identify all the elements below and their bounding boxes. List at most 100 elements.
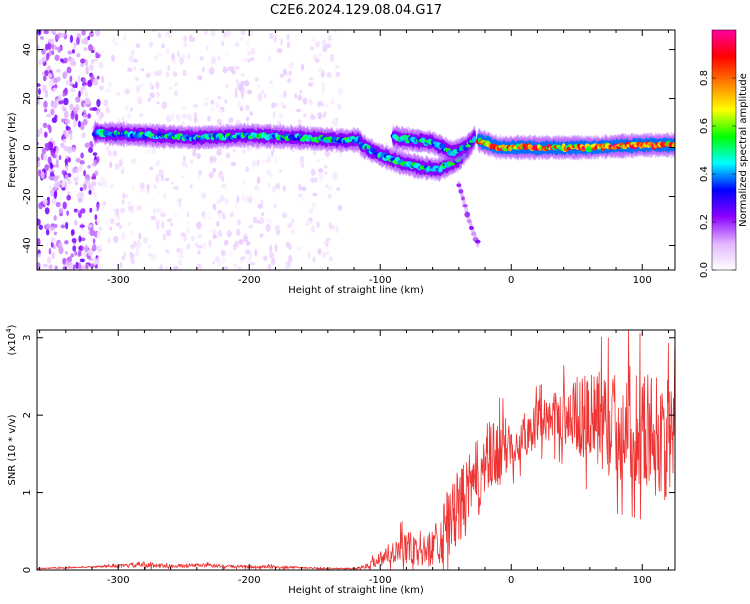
- spectrogram-noise-cell: [265, 223, 271, 232]
- spectrogram-noise-cell: [80, 208, 86, 214]
- spectrogram-noise-cell: [79, 224, 85, 228]
- spectrogram-noise-cell: [311, 201, 317, 208]
- spectrogram-noise-cell: [81, 38, 85, 45]
- spectrogram-noise-cell: [156, 224, 160, 230]
- spectrogram-noise-cell: [84, 58, 88, 67]
- spectrogram-noise-cell: [272, 185, 276, 194]
- spectrogram-noise-cell: [99, 85, 105, 91]
- spectrogram-noise-cell: [58, 246, 64, 255]
- spectrogram-noise-cell: [60, 118, 67, 123]
- spectrogram-noise-cell: [100, 175, 105, 182]
- spectrogram-noise-cell: [164, 266, 170, 270]
- snr-marks: [37, 330, 675, 570]
- spectrogram-noise-cell: [38, 169, 42, 177]
- spectrogram-noise-cell: [204, 30, 208, 36]
- spectrogram-noise-cell: [63, 97, 69, 106]
- spectrogram-noise-cell: [183, 35, 188, 43]
- spectrogram-noise-cell: [266, 169, 271, 176]
- spectrogram-noise-cell: [298, 183, 302, 192]
- spectrogram-noise-cell: [324, 239, 329, 245]
- spectrogram-noise-cell: [60, 224, 66, 229]
- spectrogram-noise-cell: [196, 152, 201, 159]
- spectrogram-noise-cell: [208, 67, 215, 75]
- spectrogram-noise-cell: [148, 41, 154, 48]
- spectrogram-band-core: [468, 226, 474, 230]
- spectrogram-noise-cell: [61, 169, 66, 176]
- colorbar-tick-label: 0.0: [699, 262, 710, 278]
- spectrogram-noise-cell: [96, 98, 101, 108]
- spectrogram-noise-cell: [135, 250, 140, 257]
- spectrogram-noise-cell: [172, 70, 176, 77]
- spectrogram-noise-cell: [285, 263, 290, 270]
- spectrogram-noise-cell: [46, 256, 52, 264]
- y-tick-label: 0: [22, 567, 33, 573]
- spectrogram-noise-cell: [271, 102, 276, 109]
- spectrogram-noise-cell: [189, 34, 193, 42]
- spectrogram-noise-cell: [53, 231, 58, 236]
- spectrogram-noise-cell: [320, 70, 326, 78]
- spectrogram-noise-cell: [56, 76, 61, 82]
- spectrogram-noise-cell: [248, 251, 252, 259]
- spectrogram-noise-cell: [225, 50, 229, 56]
- spectrogram-noise-cell: [225, 84, 229, 89]
- spectrogram-noise-cell: [65, 164, 69, 172]
- spectrogram-noise-cell: [149, 166, 154, 171]
- spectrogram-noise-cell: [69, 133, 73, 141]
- spectrogram-noise-cell: [52, 100, 58, 109]
- spectrogram-noise-cell: [197, 244, 203, 249]
- spectrogram-noise-cell: [217, 171, 223, 180]
- spectrogram-noise-cell: [337, 87, 344, 96]
- spectrogram-noise-cell: [105, 106, 110, 114]
- spectrogram-noise-cell: [182, 69, 187, 77]
- spectrogram-noise-cell: [75, 168, 80, 173]
- spectrogram-noise-cell: [324, 149, 331, 157]
- spectrogram-noise-cell: [325, 184, 329, 188]
- spectrogram-band-core: [471, 231, 477, 236]
- spectrogram-noise-cell: [329, 56, 333, 61]
- spectrogram-noise-cell: [114, 163, 120, 170]
- spectrogram-noise-cell: [261, 159, 268, 165]
- spectrogram-noise-cell: [131, 260, 136, 265]
- spectrogram-noise-cell: [317, 67, 323, 73]
- spectrogram-noise-cell: [256, 220, 261, 224]
- spectrogram-noise-cell: [89, 64, 94, 71]
- spectrogram-noise-cell: [76, 192, 83, 200]
- spectrogram-noise-cell: [98, 61, 104, 69]
- spectrogram-noise-cell: [58, 155, 62, 161]
- spectrogram-noise-cell: [278, 93, 282, 99]
- spectrogram-noise-cell: [44, 69, 49, 77]
- spectrogram-noise-cell: [75, 104, 80, 112]
- spectrogram-noise-cell: [267, 55, 272, 62]
- spectrogram-noise-cell: [173, 213, 179, 217]
- spectrogram-noise-cell: [109, 226, 113, 231]
- spectrogram-noise-cell: [180, 175, 185, 179]
- spectrogram-noise-cell: [160, 173, 164, 182]
- spectrogram-noise-cell: [95, 30, 99, 37]
- spectrogram-noise-cell: [206, 45, 209, 50]
- spectrogram-noise-cell: [116, 92, 121, 96]
- spectrogram-noise-cell: [83, 113, 88, 118]
- spectrogram-noise-cell: [51, 50, 55, 56]
- spectrogram-noise-cell: [44, 89, 49, 98]
- spectrogram-noise-cell: [145, 72, 151, 78]
- spectrogram-noise-cell: [51, 43, 55, 50]
- spectrogram-noise-cell: [82, 118, 88, 126]
- spectrogram-noise-cell: [73, 42, 78, 47]
- spectrogram-noise-cell: [312, 192, 318, 197]
- spectrogram-noise-cell: [246, 51, 251, 56]
- colorbar-tick-label: 0.2: [699, 214, 710, 230]
- spectrogram-noise-cell: [37, 128, 41, 136]
- spectrogram-noise-cell: [209, 155, 213, 164]
- spectrogram-noise-cell: [99, 111, 104, 119]
- spectrogram-noise-cell: [237, 101, 242, 108]
- spectrogram-noise-cell: [83, 84, 87, 92]
- spectrogram-noise-cell: [203, 101, 209, 107]
- spectrogram-noise-cell: [48, 248, 52, 255]
- spectrogram-noise-cell: [142, 236, 149, 245]
- spectrogram-noise-cell: [100, 181, 104, 188]
- spectrogram-noise-cell: [252, 216, 258, 224]
- spectrogram-noise-cell: [217, 212, 223, 220]
- spectrogram-noise-cell: [82, 78, 87, 82]
- spectrogram-noise-cell: [113, 235, 119, 244]
- spectrogram-noise-cell: [75, 157, 81, 163]
